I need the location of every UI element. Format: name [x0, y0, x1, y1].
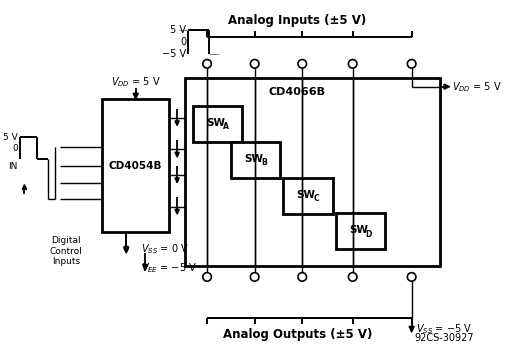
Text: IN: IN — [9, 162, 18, 171]
Bar — [193, 106, 242, 142]
Text: CD4066B: CD4066B — [269, 87, 326, 97]
Circle shape — [348, 60, 357, 68]
Polygon shape — [133, 93, 138, 99]
Polygon shape — [124, 246, 129, 251]
Polygon shape — [175, 121, 179, 126]
Bar — [185, 78, 440, 266]
Text: Analog Outputs (±5 V): Analog Outputs (±5 V) — [223, 328, 372, 342]
Text: B: B — [261, 158, 267, 167]
Polygon shape — [175, 178, 179, 183]
Polygon shape — [22, 185, 26, 189]
Circle shape — [250, 60, 259, 68]
Circle shape — [407, 273, 416, 281]
Circle shape — [298, 273, 306, 281]
Polygon shape — [175, 152, 179, 157]
Polygon shape — [123, 247, 129, 253]
Text: 92CS-30927: 92CS-30927 — [415, 333, 474, 343]
Text: SW: SW — [206, 118, 225, 128]
Polygon shape — [444, 84, 450, 89]
Text: D: D — [366, 230, 372, 239]
Polygon shape — [175, 209, 179, 214]
Text: $V_{SS}$ = $-$5 V: $V_{SS}$ = $-$5 V — [417, 322, 472, 336]
Text: SW: SW — [244, 154, 263, 164]
Bar — [103, 99, 169, 232]
Text: −5 V: −5 V — [162, 49, 186, 59]
Bar — [231, 142, 280, 178]
Text: Analog Inputs (±5 V): Analog Inputs (±5 V) — [229, 13, 367, 27]
Text: 5 V: 5 V — [3, 132, 18, 142]
Polygon shape — [409, 326, 414, 332]
Bar — [336, 213, 385, 249]
Text: 0: 0 — [180, 37, 186, 47]
Circle shape — [250, 273, 259, 281]
Text: SW: SW — [349, 225, 368, 235]
Text: $V_{DD}$ = 5 V: $V_{DD}$ = 5 V — [452, 80, 501, 93]
Bar — [283, 178, 333, 214]
Text: 5 V: 5 V — [170, 24, 186, 34]
Text: A: A — [223, 122, 229, 131]
Text: C: C — [314, 195, 320, 203]
Text: $V_{SS}$ = 0 V: $V_{SS}$ = 0 V — [141, 242, 188, 256]
Text: Digital
Control
Inputs: Digital Control Inputs — [50, 236, 83, 266]
Circle shape — [298, 60, 306, 68]
Text: $V_{DD}$ = 5 V: $V_{DD}$ = 5 V — [111, 75, 161, 89]
Text: SW: SW — [297, 190, 315, 200]
Circle shape — [203, 60, 211, 68]
Circle shape — [348, 273, 357, 281]
Text: $V_{EE}$ = $-$5 V: $V_{EE}$ = $-$5 V — [141, 262, 197, 275]
Circle shape — [407, 60, 416, 68]
Text: 0: 0 — [12, 143, 18, 153]
Text: CD4054B: CD4054B — [109, 160, 163, 171]
Circle shape — [203, 273, 211, 281]
Polygon shape — [143, 264, 148, 270]
